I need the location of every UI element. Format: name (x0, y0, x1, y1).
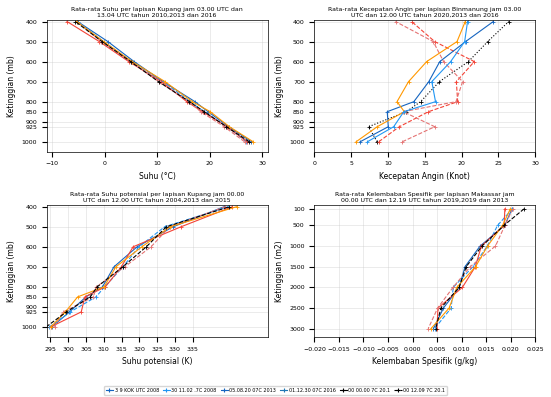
Y-axis label: Ketinggian (m2): Ketinggian (m2) (274, 240, 284, 302)
Legend: 3 9 KOK UTC 2008, 30 11.02 .7C 2008, 05.08.20 07C 2013, 01.12.30 07C 2016, 00 00: 3 9 KOK UTC 2008, 30 11.02 .7C 2008, 05.… (104, 385, 447, 395)
Title: Rata-rata Suhu per lapisan Kupang jam 03.00 UTC dan
13.04 UTC tahun 2010,2013 da: Rata-rata Suhu per lapisan Kupang jam 03… (71, 7, 243, 18)
Y-axis label: Ketinggian (mb): Ketinggian (mb) (7, 240, 16, 302)
X-axis label: Kecepatan Angin (Knot): Kecepatan Angin (Knot) (380, 172, 470, 181)
Title: Rata-rata Suhu potensial per lapisan Kupang jam 00.00
UTC dan 12.00 UTC tahun 20: Rata-rata Suhu potensial per lapisan Kup… (70, 192, 244, 203)
Title: Rata-rata Kecepatan Angin per lapisan Binmanung jam 03.00
UTC dan 12.00 UTC tahu: Rata-rata Kecepatan Angin per lapisan Bi… (328, 7, 521, 18)
Y-axis label: Ketinggian (mb): Ketinggian (mb) (274, 55, 284, 116)
X-axis label: Suhu potensial (K): Suhu potensial (K) (122, 357, 192, 366)
X-axis label: Suhu (°C): Suhu (°C) (139, 172, 176, 181)
Title: Rata-rata Kelembaban Spesifik per lapisan Makassar jam
00.00 UTC dan 12.19 UTC t: Rata-rata Kelembaban Spesifik per lapisa… (335, 192, 515, 203)
X-axis label: Kelembaban Spesifik (g/kg): Kelembaban Spesifik (g/kg) (372, 357, 478, 366)
Y-axis label: Ketinggian (mb): Ketinggian (mb) (7, 55, 16, 116)
